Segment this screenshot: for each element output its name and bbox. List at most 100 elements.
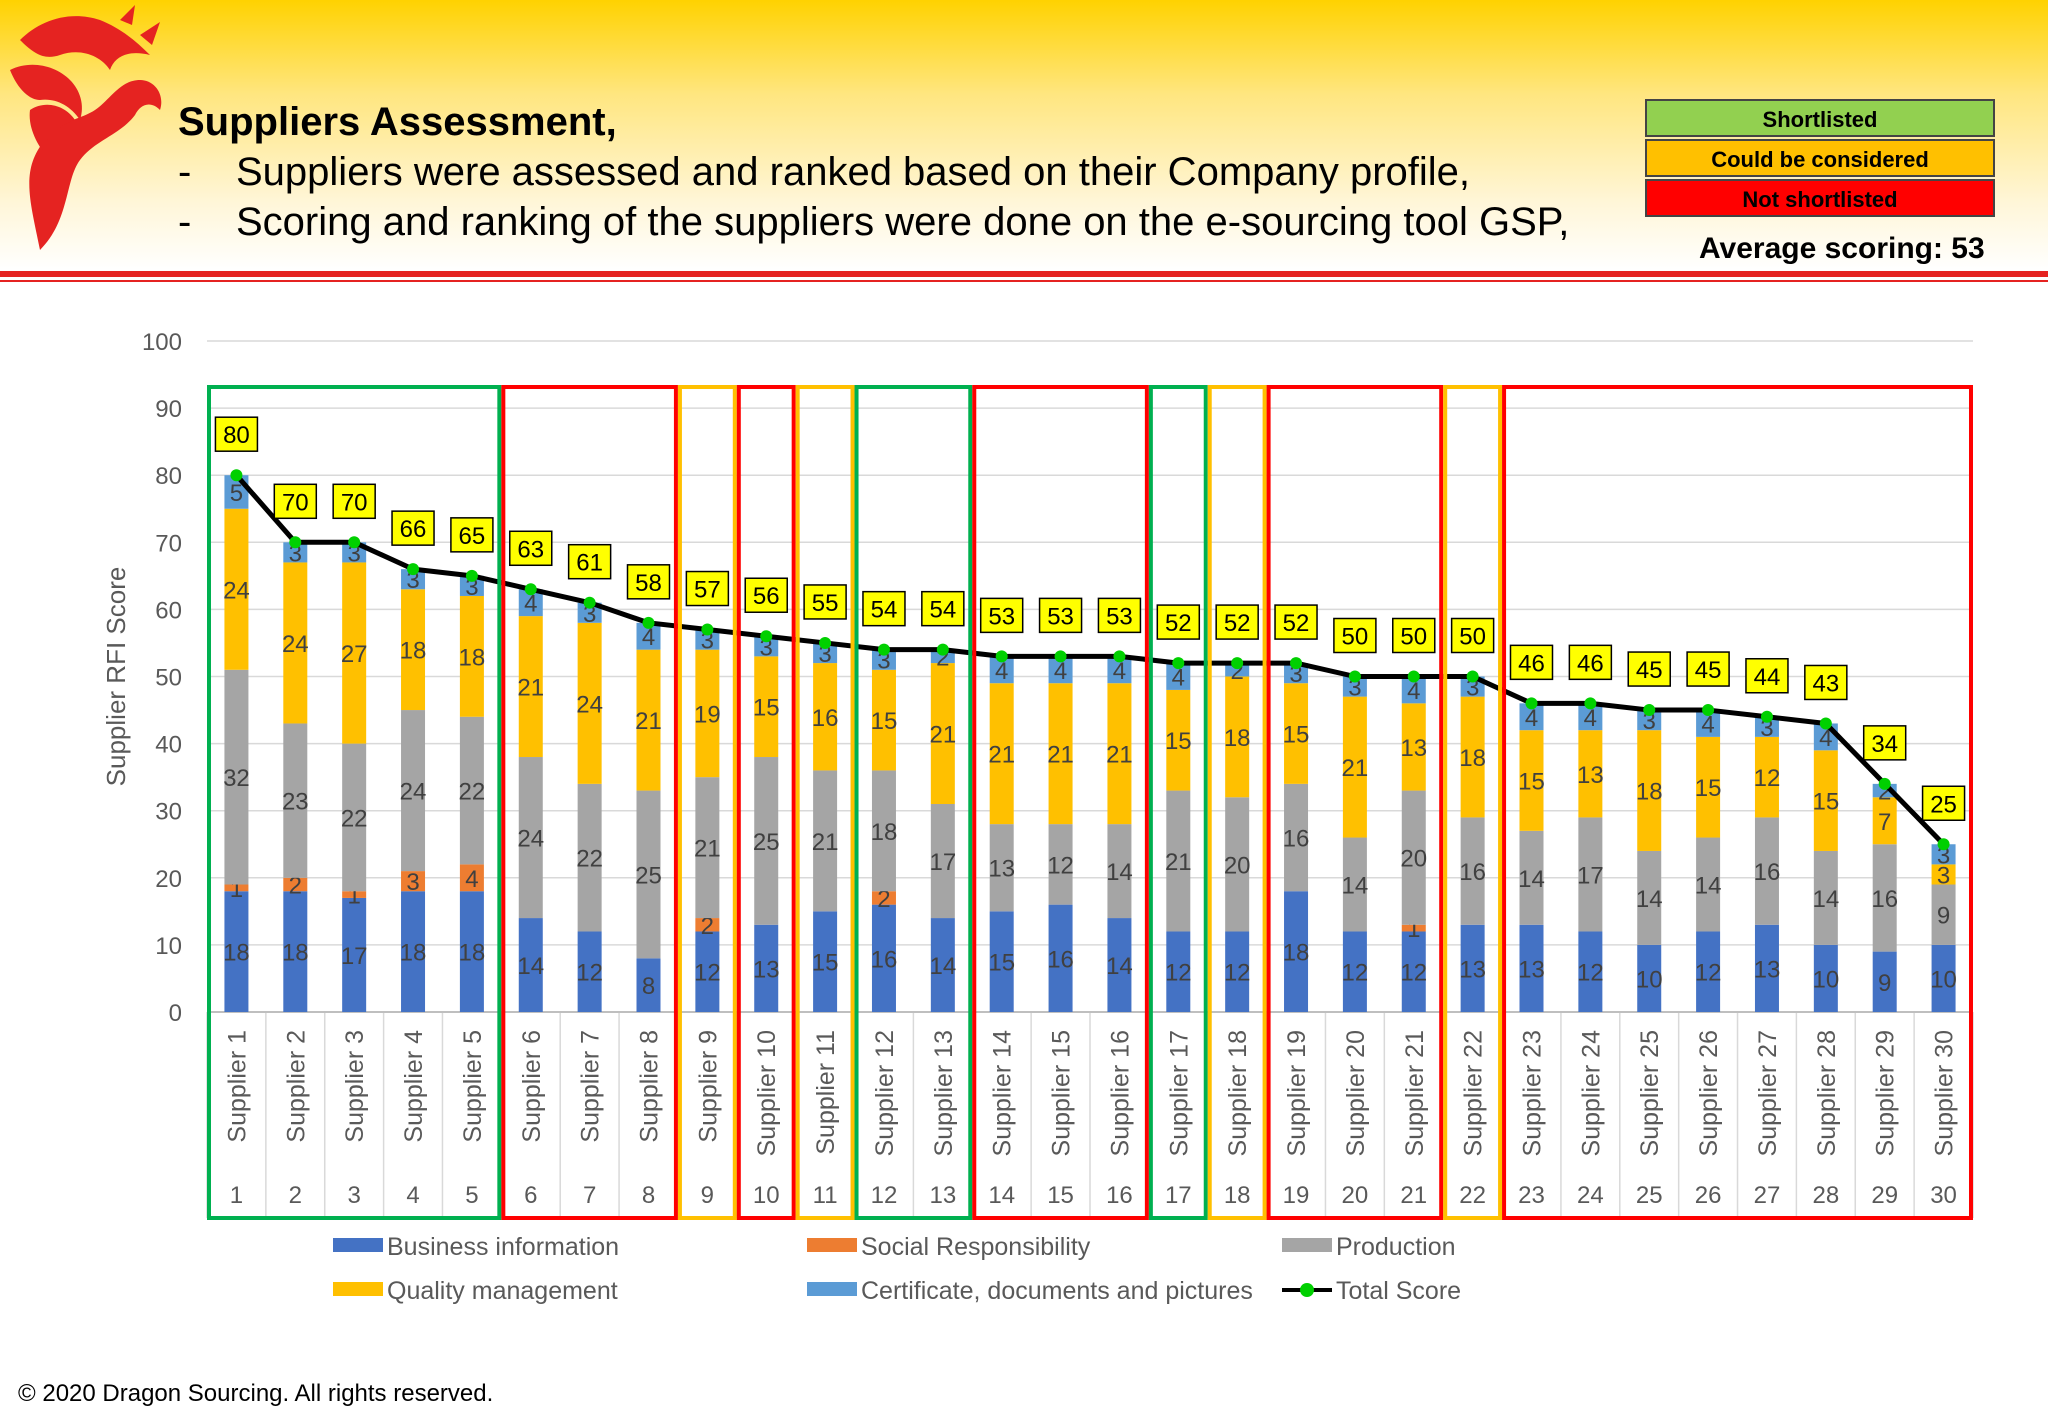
bar-segment xyxy=(1872,844,1897,952)
segment-label: 22 xyxy=(459,779,486,806)
bar-segment xyxy=(1107,824,1132,919)
segment-label: 22 xyxy=(341,805,368,832)
segment-label: 7 xyxy=(1878,809,1891,836)
segment-label: 2 xyxy=(289,873,302,900)
bar-segment xyxy=(1284,783,1309,892)
header-divider xyxy=(0,271,2048,277)
segment-label: 4 xyxy=(524,591,537,618)
bullet-dash: - xyxy=(178,200,192,244)
total-label-box xyxy=(450,517,494,553)
total-score-marker xyxy=(230,469,243,482)
bar-segment xyxy=(1813,850,1838,945)
segment-label: 13 xyxy=(1754,956,1781,983)
segment-label: 9 xyxy=(1878,970,1891,997)
segment-label: 13 xyxy=(1577,762,1604,789)
total-score-label: 54 xyxy=(929,597,956,624)
total-label-box xyxy=(273,483,318,520)
bar-segment xyxy=(1342,837,1367,932)
bar-segment xyxy=(871,770,896,892)
bar-segment xyxy=(1401,790,1426,925)
total-score-marker xyxy=(819,636,832,649)
segment-label: 12 xyxy=(1342,960,1369,987)
y-tick-label: 70 xyxy=(155,530,182,557)
bar-segment xyxy=(754,757,779,925)
total-label-box xyxy=(1156,604,1201,640)
rank-label: 11 xyxy=(813,1182,838,1209)
x-category-label: Supplier 20 xyxy=(1342,1030,1370,1156)
segment-label: 12 xyxy=(1047,852,1074,879)
segment-label: 5 xyxy=(230,480,243,507)
segment-label: 4 xyxy=(1525,705,1538,732)
rank-label: 27 xyxy=(1754,1182,1781,1209)
segment-label: 21 xyxy=(1047,742,1074,769)
bar-segment xyxy=(1460,696,1485,818)
segment-label: 14 xyxy=(929,953,956,980)
total-score-marker xyxy=(877,643,890,656)
rank-label: 3 xyxy=(347,1182,360,1209)
x-category-label: Supplier 29 xyxy=(1872,1030,1900,1156)
segment-label: 16 xyxy=(1047,946,1074,973)
segment-label: 32 xyxy=(223,765,250,792)
bar-segment xyxy=(1754,736,1779,818)
total-label-box xyxy=(1921,785,1966,821)
total-label-box xyxy=(1745,658,1789,694)
total-score-label: 61 xyxy=(576,550,603,577)
bar-segment xyxy=(401,891,426,1012)
total-score-label: 53 xyxy=(1047,603,1074,630)
segment-label: 14 xyxy=(1695,873,1722,900)
total-score-label: 58 xyxy=(635,570,662,597)
segment-label: 21 xyxy=(517,675,544,702)
segment-label: 15 xyxy=(1812,789,1839,816)
total-score-marker xyxy=(1172,657,1185,670)
total-score-marker xyxy=(1643,704,1656,717)
bar-segment xyxy=(1754,817,1779,925)
legend-swatch xyxy=(333,1282,383,1296)
bar-segment xyxy=(1696,736,1721,838)
x-category-label: Supplier 19 xyxy=(1283,1030,1311,1156)
segment-label: 15 xyxy=(988,950,1015,977)
y-axis-label: Supplier RFI Score xyxy=(101,567,131,787)
segment-label: 4 xyxy=(642,624,655,651)
segment-label: 10 xyxy=(1930,966,1957,993)
group-box xyxy=(1502,385,1973,1220)
legend-label: Production xyxy=(1336,1233,1456,1261)
legend-label: Business information xyxy=(387,1233,619,1261)
bar-segment xyxy=(1284,663,1309,684)
group-box xyxy=(1207,385,1267,1220)
bar-segment xyxy=(1813,750,1838,851)
segment-label: 21 xyxy=(635,708,662,735)
bar-segment xyxy=(1813,944,1838,1012)
segment-label: 24 xyxy=(576,691,603,718)
segment-label: 21 xyxy=(694,836,721,863)
total-score-label: 70 xyxy=(282,489,309,516)
rank-label: 26 xyxy=(1695,1182,1722,1209)
bar-segment xyxy=(283,891,308,1012)
segment-label: 15 xyxy=(871,708,898,735)
y-tick-label: 100 xyxy=(142,329,182,356)
total-score-label: 56 xyxy=(753,583,780,610)
total-label-box xyxy=(1038,597,1083,634)
total-score-marker xyxy=(1466,670,1479,683)
segment-label: 13 xyxy=(988,856,1015,883)
total-label-box xyxy=(1568,644,1613,681)
segment-label: 13 xyxy=(753,956,780,983)
status-shortlisted: Shortlisted xyxy=(1645,99,1995,137)
segment-label: 12 xyxy=(1577,960,1604,987)
bar-segment xyxy=(459,595,484,717)
rank-label: 13 xyxy=(929,1182,956,1209)
group-box xyxy=(1148,385,1208,1220)
bar-segment xyxy=(1107,683,1132,825)
segment-label: 4 xyxy=(995,658,1008,685)
bar-segment xyxy=(636,958,661,1012)
bar-segment xyxy=(1460,817,1485,925)
total-score-marker xyxy=(524,583,537,596)
segment-label: 4 xyxy=(1172,665,1185,692)
bar-segment xyxy=(1401,931,1426,1012)
slide-title: Suppliers Assessment, xyxy=(178,100,617,144)
segment-label: 14 xyxy=(517,953,544,980)
bar-segment xyxy=(577,622,602,784)
total-score-marker xyxy=(1584,697,1597,710)
segment-label: 24 xyxy=(282,631,309,658)
x-category-label: Supplier 15 xyxy=(1048,1030,1076,1156)
bar-segment xyxy=(1107,918,1132,1012)
